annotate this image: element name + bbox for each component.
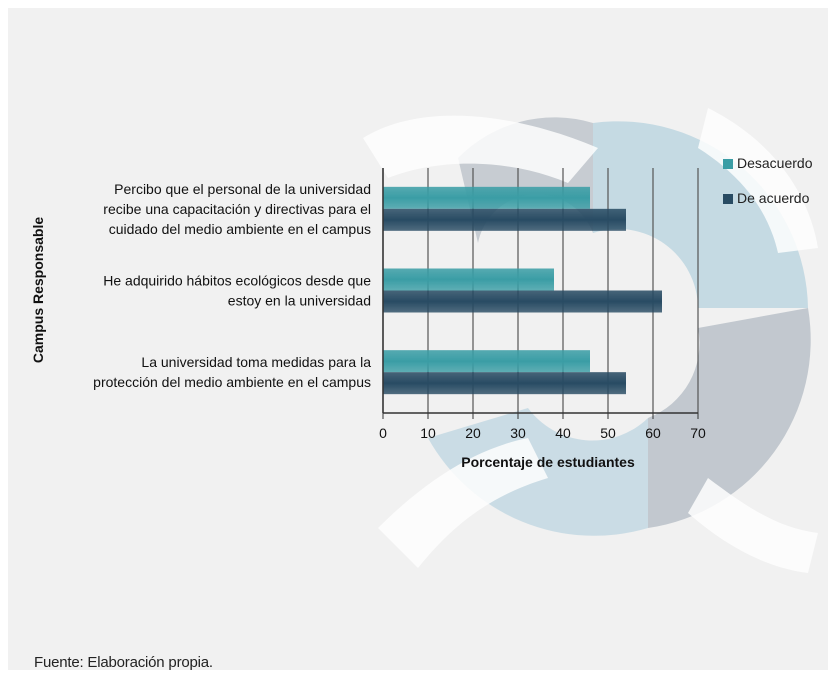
category-label-line: He adquirido hábitos ecológicos desde qu… — [103, 273, 371, 289]
bar-desacuerdo — [383, 268, 554, 291]
bar — [383, 186, 590, 209]
category-label-line: protección del medio ambiente en el camp… — [93, 374, 371, 390]
x-tick-label: 0 — [379, 425, 387, 441]
legend-item: Desacuerdo — [723, 155, 813, 171]
bar-de-acuerdo — [383, 372, 626, 395]
x-tick-label: 60 — [645, 425, 661, 441]
bar — [383, 372, 626, 395]
x-tick-label: 40 — [555, 425, 571, 441]
figure-frame: 0 10 20 30 40 50 60 70 Percibo que el personal … — [8, 8, 828, 671]
source-note: Fuente: Elaboración propia. — [34, 654, 213, 671]
bar — [383, 208, 626, 231]
bar-desacuerdo — [383, 350, 590, 373]
x-tick-labels: 0 10 20 30 40 50 60 70 — [379, 413, 706, 441]
category-label-line: cuidado del medio ambiente en el campus — [109, 221, 371, 237]
legend-label: De acuerdo — [737, 190, 810, 206]
bar-chart: 0 10 20 30 40 50 60 70 Percibo que el personal … — [30, 108, 818, 573]
bars — [383, 186, 662, 395]
bar-desacuerdo — [383, 186, 590, 209]
category-labels: Percibo que el personal de la universida… — [93, 181, 371, 390]
x-tick-label: 20 — [465, 425, 481, 441]
legend-label: Desacuerdo — [737, 155, 813, 171]
legend-item: De acuerdo — [723, 190, 810, 206]
axes — [382, 168, 698, 414]
bar — [383, 290, 662, 313]
legend-swatch — [723, 194, 733, 204]
x-tick-label: 30 — [510, 425, 526, 441]
y-axis-label: Campus Responsable — [30, 217, 46, 363]
legend: Desacuerdo De acuerdo — [723, 155, 813, 206]
x-tick-label: 50 — [600, 425, 616, 441]
category-label-line: recibe una capacitación y directivas par… — [103, 201, 371, 217]
legend-swatch — [723, 159, 733, 169]
bar — [383, 268, 554, 291]
bar-de-acuerdo — [383, 208, 626, 231]
category-label-line: estoy en la universidad — [228, 293, 371, 309]
background-decoration — [363, 108, 818, 573]
bar-de-acuerdo — [383, 290, 662, 313]
category-label-line: La universidad toma medidas para la — [141, 354, 371, 370]
x-axis-label: Porcentaje de estudiantes — [461, 454, 635, 470]
x-tick-label: 70 — [690, 425, 706, 441]
x-tick-label: 10 — [420, 425, 436, 441]
bar — [383, 350, 590, 373]
category-label-line: Percibo que el personal de la universida… — [114, 181, 371, 197]
